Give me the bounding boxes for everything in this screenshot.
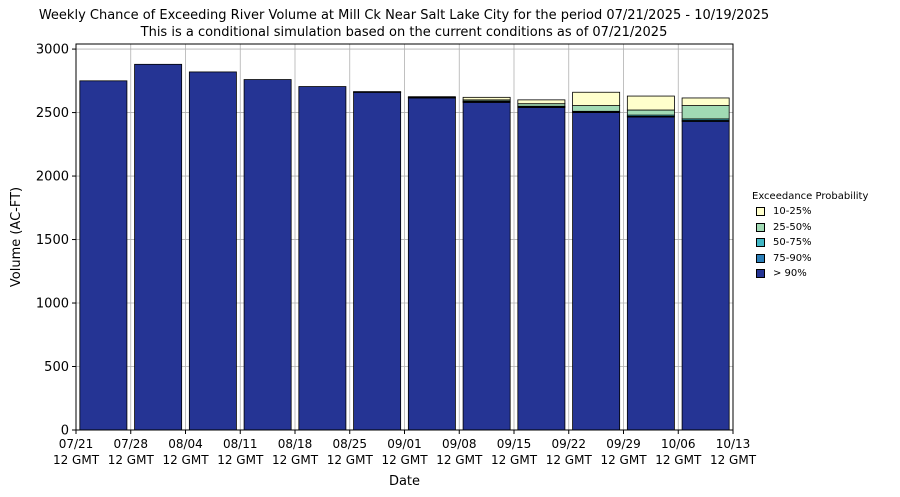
- bar-segment: [626, 95, 675, 111]
- x-tick-label: 08/04: [168, 437, 203, 451]
- x-tick-label: 09/29: [606, 437, 641, 451]
- y-tick-label: 1500: [36, 233, 69, 248]
- x-tick-label: 07/28: [113, 437, 148, 451]
- x-tick-label: 12 GMT: [710, 453, 757, 467]
- y-tick-label: 0: [61, 424, 69, 439]
- legend-label: 75-90%: [773, 252, 812, 264]
- legend-item: > 90%: [752, 266, 868, 282]
- x-tick-label: 12 GMT: [327, 453, 374, 467]
- y-tick-label: 1000: [36, 297, 69, 312]
- x-tick-label: 08/11: [223, 437, 258, 451]
- bar-segment: [681, 97, 730, 106]
- x-tick-label: 07/21: [59, 437, 94, 451]
- bar-segment: [517, 107, 566, 431]
- x-tick-label: 12 GMT: [162, 453, 209, 467]
- x-tick-label: 12 GMT: [53, 453, 100, 467]
- x-tick-label: 12 GMT: [108, 453, 155, 467]
- bar-segment: [572, 91, 621, 106]
- bar-segment: [462, 102, 511, 431]
- x-tick-label: 12 GMT: [655, 453, 702, 467]
- legend-item: 10-25%: [752, 204, 868, 220]
- bar-segment: [462, 96, 511, 101]
- x-tick-label: 12 GMT: [272, 453, 319, 467]
- x-tick-label: 12 GMT: [217, 453, 264, 467]
- bar-segment: [243, 79, 292, 431]
- x-tick-label: 10/06: [661, 437, 696, 451]
- bar-segment: [517, 99, 566, 105]
- x-tick-label: 08/25: [332, 437, 367, 451]
- legend-label: 50-75%: [773, 237, 812, 249]
- bar-segment: [353, 91, 402, 93]
- bar-segment: [134, 63, 183, 431]
- bar-segment: [407, 97, 456, 431]
- bar-segment: [626, 116, 675, 431]
- y-tick-label: 2000: [36, 170, 69, 185]
- legend-item: 50-75%: [752, 235, 868, 251]
- legend-swatch: [756, 207, 765, 217]
- x-tick-label: 09/01: [387, 437, 422, 451]
- legend-label: > 90%: [773, 268, 807, 280]
- legend-swatch: [756, 222, 765, 232]
- legend-label: 10-25%: [773, 206, 812, 218]
- bar-segment: [681, 105, 730, 120]
- y-tick-label: 2500: [36, 106, 69, 121]
- legend-swatch: [756, 253, 765, 263]
- x-tick-label: 12 GMT: [381, 453, 428, 467]
- x-tick-label: 12 GMT: [491, 453, 538, 467]
- y-axis-label: Volume (AC-FT): [9, 187, 24, 287]
- bar-segment: [298, 86, 347, 431]
- x-tick-label: 12 GMT: [546, 453, 593, 467]
- legend-title: Exceedance Probability: [752, 191, 869, 202]
- x-tick-label: 09/22: [551, 437, 586, 451]
- bar-segment: [681, 121, 730, 431]
- bar-segment: [572, 105, 621, 112]
- x-axis-label: Date: [389, 474, 420, 489]
- x-tick-label: 10/13: [716, 437, 751, 451]
- x-tick-label: 08/18: [278, 437, 313, 451]
- x-tick-label: 12 GMT: [436, 453, 483, 467]
- bar-segment: [79, 80, 128, 431]
- legend-swatch: [756, 238, 765, 248]
- chart-title: Weekly Chance of Exceeding River Volume …: [38, 8, 770, 23]
- bar-segment: [353, 91, 402, 431]
- legend-item: 75-90%: [752, 251, 868, 267]
- bar-segment: [188, 71, 237, 431]
- x-tick-label: 09/15: [497, 437, 532, 451]
- chart-subtitle: This is a conditional simulation based o…: [140, 25, 668, 40]
- bar-segment: [407, 96, 456, 98]
- legend-swatch: [756, 269, 765, 279]
- y-tick-label: 3000: [36, 43, 69, 58]
- x-tick-label: 12 GMT: [600, 453, 647, 467]
- x-tick-label: 09/08: [442, 437, 477, 451]
- y-tick-label: 500: [44, 360, 69, 375]
- legend-item: 25-50%: [752, 220, 868, 236]
- bar-segment: [626, 109, 675, 116]
- legend: Exceedance Probability 10-25% 25-50% 50-75…: [752, 191, 868, 282]
- legend-label: 25-50%: [773, 221, 812, 233]
- bar-segment: [572, 112, 621, 431]
